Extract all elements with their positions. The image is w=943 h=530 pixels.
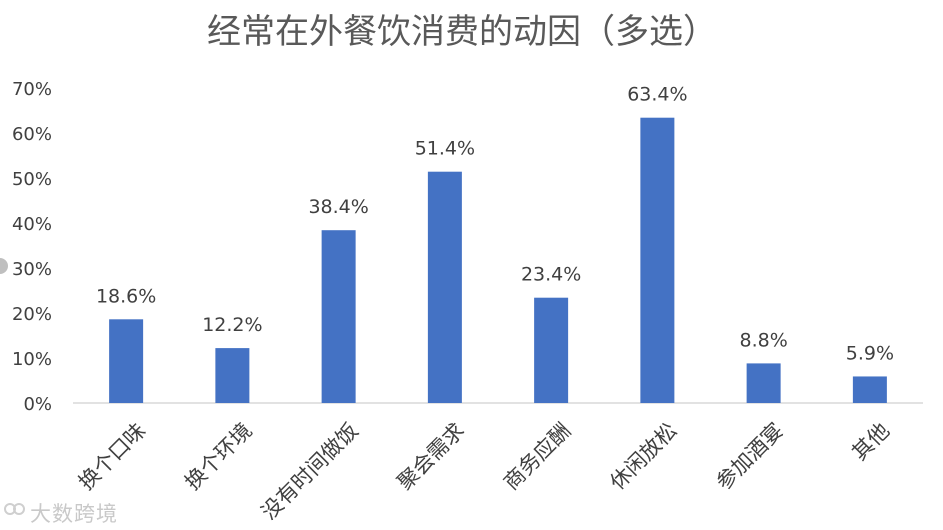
- data-label: 18.6%: [96, 285, 156, 307]
- bar: [109, 319, 144, 403]
- bar: [427, 171, 462, 403]
- watermark-text: 大数跨境: [30, 502, 118, 526]
- data-label: 51.4%: [415, 138, 475, 160]
- bar: [534, 297, 569, 403]
- x-tick-label: 其他: [847, 418, 894, 465]
- bar: [640, 117, 675, 403]
- y-axis-ticks: 0% 10% 20% 30% 40% 50% 60% 70%: [12, 79, 52, 415]
- y-tick-label: 70%: [12, 79, 52, 100]
- y-tick-label: 0%: [23, 394, 52, 415]
- data-label: 38.4%: [308, 196, 368, 218]
- y-tick-label: 20%: [12, 304, 52, 325]
- y-tick-label: 10%: [12, 349, 52, 370]
- bar: [215, 348, 250, 403]
- data-label: 23.4%: [521, 264, 581, 286]
- data-label: 8.8%: [739, 329, 787, 351]
- y-tick-label: 50%: [12, 169, 52, 190]
- x-tick-label: 聚会需求: [393, 418, 469, 494]
- x-tick-label: 商务应酬: [499, 418, 575, 494]
- y-tick-label: 60%: [12, 124, 52, 145]
- bar: [321, 230, 356, 403]
- x-tick-label: 没有时间做饭: [257, 418, 363, 524]
- watermark-logo-icon: [4, 503, 25, 515]
- x-tick-label: 换个环境: [180, 418, 256, 494]
- data-label: 5.9%: [846, 342, 894, 364]
- x-tick-label: 参加酒宴: [712, 418, 788, 494]
- bar: [852, 376, 887, 403]
- data-label: 12.2%: [202, 314, 262, 336]
- x-tick-label: 休闲放松: [605, 418, 681, 494]
- y-tick-label: 30%: [12, 259, 52, 280]
- y-tick-label: 40%: [12, 214, 52, 235]
- bar: [746, 363, 781, 403]
- edge-marker: [0, 258, 8, 274]
- data-labels-group: 18.6% 12.2% 38.4% 51.4% 23.4% 63.4% 8.8% 5.9%: [96, 84, 894, 365]
- x-axis-ticks: 换个口味 换个环境 没有时间做饭 聚会需求 商务应酬 休闲放松 参加酒宴 其他: [74, 418, 894, 524]
- bars-group: [109, 117, 887, 403]
- data-label: 63.4%: [627, 84, 687, 106]
- x-tick-label: 换个口味: [74, 418, 150, 494]
- chart-title: 经常在外餐饮消费的动因（多选）: [207, 12, 717, 52]
